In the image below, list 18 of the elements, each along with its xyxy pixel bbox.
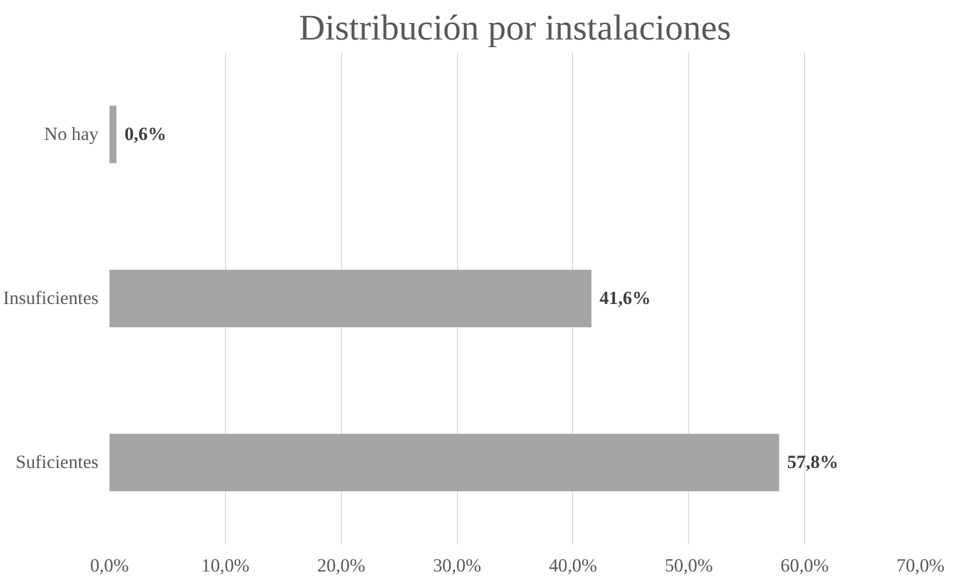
data-label: 41,6% <box>599 288 651 309</box>
bar <box>110 106 116 164</box>
y-tick-label: Insuficientes <box>3 288 99 309</box>
x-tick-label: 0,0% <box>90 556 129 576</box>
bar <box>110 434 780 492</box>
x-tick-label: 20,0% <box>317 556 366 576</box>
x-tick-label: 30,0% <box>432 556 482 576</box>
chart-title: Distribución por instalaciones <box>299 8 731 48</box>
bar <box>110 270 592 328</box>
x-tick-label: 40,0% <box>548 556 598 576</box>
x-tick-label: 10,0% <box>201 556 250 576</box>
y-tick-label: Suficientes <box>16 452 99 473</box>
y-tick-label: No hay <box>44 124 100 145</box>
x-tick-label: 50,0% <box>664 556 713 576</box>
data-label: 0,6% <box>124 124 166 145</box>
x-tick-label: 70,0% <box>896 556 945 576</box>
data-label: 57,8% <box>787 452 838 473</box>
x-tick-label: 60,0% <box>780 556 829 576</box>
